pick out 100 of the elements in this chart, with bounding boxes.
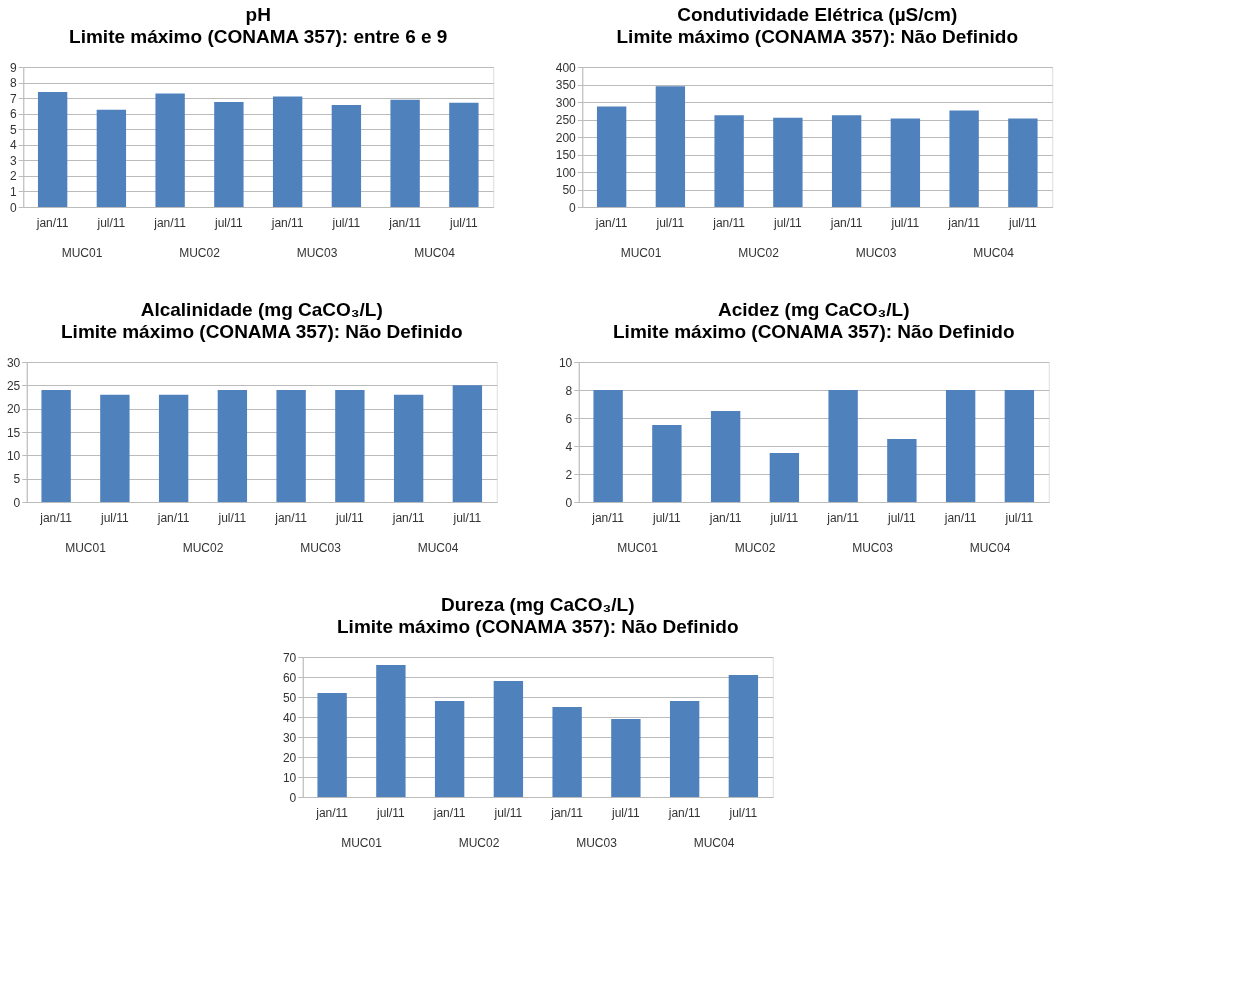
bar bbox=[493, 681, 524, 797]
bar bbox=[611, 719, 641, 797]
bar bbox=[831, 115, 862, 207]
chart-title: Alcalinidade (mg CaCO₃/L) bbox=[140, 299, 383, 320]
bar bbox=[669, 701, 700, 797]
x-tick-label: jan/11 bbox=[39, 510, 73, 525]
x-tick-label: jul/11 bbox=[217, 510, 247, 525]
bar bbox=[714, 115, 744, 207]
text: MUC02 bbox=[458, 836, 500, 850]
x-tick-label: jan/11 bbox=[594, 215, 628, 230]
x-tick-label: jan/11 bbox=[829, 215, 863, 230]
y-tick-label: 10 bbox=[6, 448, 21, 463]
x-tick-label: jul/11 bbox=[334, 510, 365, 525]
y-tick-label: 1 bbox=[10, 184, 18, 199]
bar bbox=[317, 693, 347, 797]
bar bbox=[769, 453, 800, 502]
x-tick-label: jan/11 bbox=[708, 510, 742, 525]
y-tick-label: 15 bbox=[6, 425, 21, 440]
text: MUC04 bbox=[417, 541, 459, 555]
y-tick-label: 4 bbox=[10, 138, 18, 153]
x-tick-label: jul/11 bbox=[772, 215, 803, 230]
bar bbox=[1004, 390, 1035, 502]
chart-subtitle: Limite máximo (CONAMA 357): Não Definido bbox=[336, 616, 739, 637]
x-tick-label: jul/11 bbox=[1007, 215, 1038, 230]
text: MUC04 bbox=[973, 246, 1015, 260]
text: MUC02 bbox=[179, 246, 221, 260]
x-tick-label: jan/11 bbox=[156, 510, 190, 525]
bar bbox=[593, 390, 623, 502]
x-tick-label: jul/11 bbox=[1004, 510, 1034, 525]
x-tick-label: jul/11 bbox=[493, 805, 523, 820]
bar bbox=[828, 390, 858, 502]
y-tick-label: 8 bbox=[565, 383, 573, 398]
bar bbox=[37, 91, 68, 207]
x-tick-label: jul/11 bbox=[728, 805, 758, 820]
text: MUC04 bbox=[414, 246, 456, 260]
y-tick-label: 0 bbox=[10, 200, 18, 215]
text: MUC02 bbox=[734, 541, 776, 555]
y-tick-label: 6 bbox=[565, 411, 573, 426]
bar bbox=[1008, 118, 1038, 207]
y-tick-label: 30 bbox=[282, 730, 297, 745]
x-tick-label: jul/11 bbox=[213, 215, 244, 230]
bar bbox=[390, 99, 420, 207]
chart-title: Condutividade Elétrica (µS/cm) bbox=[677, 4, 958, 25]
x-tick-label: jan/11 bbox=[591, 510, 625, 525]
bar bbox=[890, 118, 921, 207]
y-tick-label: 5 bbox=[13, 472, 21, 487]
chart-title: Acidez (mg CaCO₃/L) bbox=[718, 299, 910, 320]
bar bbox=[655, 86, 686, 207]
y-tick-label: 10 bbox=[558, 355, 573, 370]
x-tick-label: jan/11 bbox=[270, 215, 304, 230]
y-tick-label: 250 bbox=[555, 113, 577, 127]
bar bbox=[96, 109, 127, 207]
y-tick-label: 0 bbox=[13, 495, 21, 510]
text: MUC01 bbox=[65, 541, 107, 555]
x-tick-label: jul/11 bbox=[99, 510, 130, 525]
bar bbox=[376, 665, 406, 797]
x-tick-label: jan/11 bbox=[315, 805, 349, 820]
text: MUC03 bbox=[300, 541, 342, 555]
chart-subtitle: Limite máximo (CONAMA 357): entre 6 e 9 bbox=[69, 26, 448, 47]
text: MUC01 bbox=[341, 836, 383, 850]
x-tick-label: jan/11 bbox=[432, 805, 466, 820]
y-tick-label: 30 bbox=[6, 355, 21, 370]
y-tick-label: 25 bbox=[6, 378, 21, 393]
y-tick-label: 200 bbox=[555, 130, 577, 145]
y-tick-label: 3 bbox=[10, 153, 18, 168]
x-tick-label: jan/11 bbox=[826, 510, 860, 525]
y-tick-label: 70 bbox=[282, 650, 297, 665]
x-tick-label: jan/11 bbox=[153, 215, 187, 230]
y-tick-label: 0 bbox=[569, 200, 577, 215]
chart-title: Dureza (mg CaCO₃/L) bbox=[440, 594, 635, 615]
x-tick-label: jul/11 bbox=[890, 215, 920, 230]
x-tick-label: jul/11 bbox=[96, 215, 126, 230]
y-tick-label: 4 bbox=[565, 439, 573, 454]
bar bbox=[155, 93, 185, 207]
y-tick-label: 40 bbox=[282, 710, 297, 725]
bar bbox=[214, 102, 244, 207]
bar bbox=[449, 102, 479, 207]
x-tick-label: jul/11 bbox=[655, 215, 685, 230]
x-tick-label: jan/11 bbox=[274, 510, 308, 525]
y-tick-label: 350 bbox=[555, 78, 577, 92]
bar bbox=[552, 707, 582, 797]
y-tick-label: 100 bbox=[555, 165, 577, 180]
x-tick-label: jan/11 bbox=[35, 215, 69, 230]
text: MUC02 bbox=[182, 541, 224, 555]
x-tick-label: jul/11 bbox=[448, 215, 479, 230]
text: MUC03 bbox=[855, 246, 897, 260]
y-tick-label: 400 bbox=[555, 60, 577, 75]
chart-subtitle: Limite máximo (CONAMA 357): Não Definido bbox=[616, 26, 1019, 47]
y-tick-label: 10 bbox=[282, 770, 297, 785]
x-tick-label: jul/11 bbox=[886, 510, 917, 525]
bar bbox=[949, 110, 979, 207]
bar bbox=[434, 701, 465, 797]
y-tick-label: 9 bbox=[10, 60, 18, 75]
x-tick-label: jan/11 bbox=[667, 805, 701, 820]
text: MUC01 bbox=[61, 246, 103, 260]
y-tick-label: 6 bbox=[10, 107, 18, 122]
x-tick-label: jan/11 bbox=[388, 215, 422, 230]
x-tick-label: jul/11 bbox=[769, 510, 799, 525]
x-tick-label: jul/11 bbox=[331, 215, 361, 230]
bar bbox=[331, 105, 362, 207]
